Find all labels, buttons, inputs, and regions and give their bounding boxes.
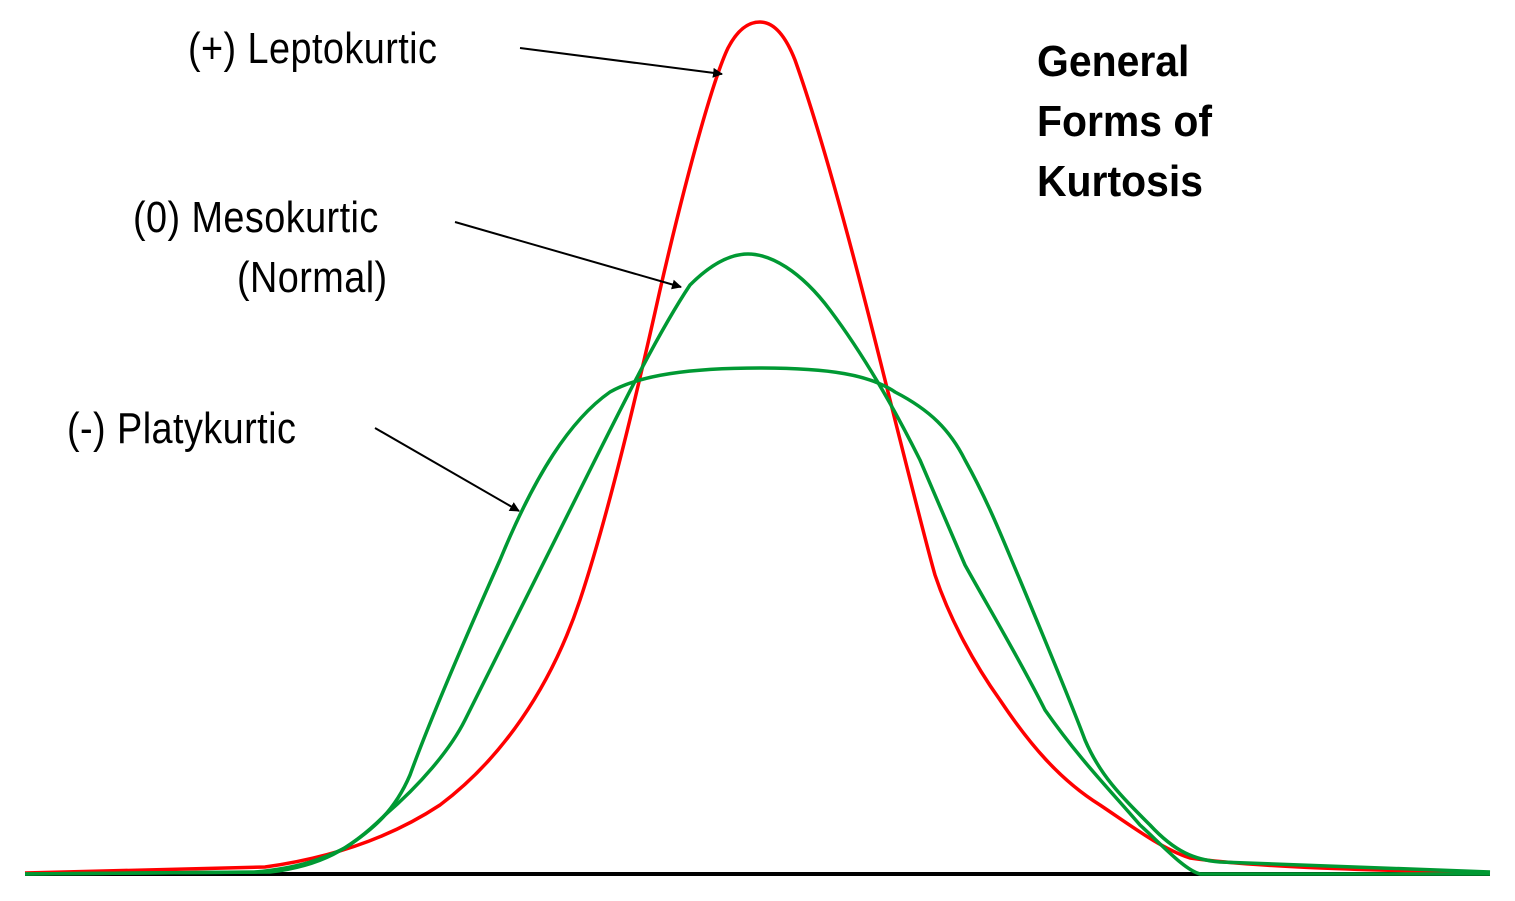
leptokurtic-arrow [519, 47, 723, 78]
title-line-2: Forms of [1037, 97, 1213, 146]
diagram-title: General Forms of Kurtosis [1037, 32, 1212, 212]
mesokurtic-curve [24, 252, 1490, 876]
mesokurtic-label: (0) Mesokurtic [133, 193, 379, 242]
mesokurtic-arrow [454, 221, 682, 290]
leptokurtic-curve [24, 20, 1491, 875]
platykurtic-curve [24, 366, 1491, 876]
title-line-1: General [1037, 37, 1190, 86]
leptokurtic-label: (+) Leptokurtic [188, 24, 438, 73]
mesokurtic-normal-label: (Normal) [237, 253, 388, 302]
platykurtic-arrow [374, 427, 520, 512]
title-line-3: Kurtosis [1037, 157, 1203, 206]
platykurtic-label: (-) Platykurtic [67, 404, 297, 453]
